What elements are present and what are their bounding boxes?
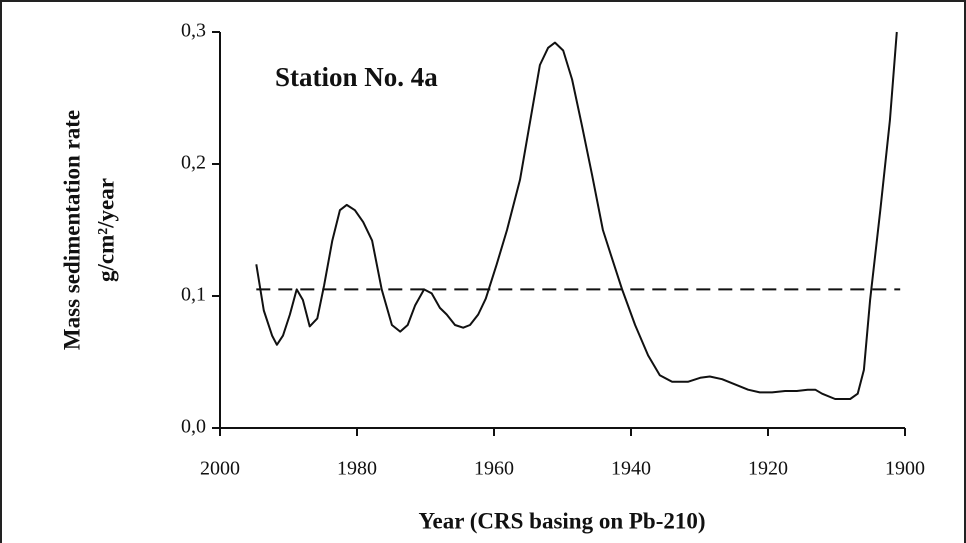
x-tick-label: 1900 xyxy=(885,458,925,480)
y-axis-label: g/cm²/year xyxy=(93,178,118,282)
x-tick-label: 1960 xyxy=(474,458,514,480)
y-tick-label: 0,2 xyxy=(181,152,206,174)
y-tick-label: 0,1 xyxy=(181,284,206,306)
x-tick-label: 1920 xyxy=(748,458,788,480)
data-line xyxy=(255,31,898,400)
chart-title: Station No. 4a xyxy=(275,62,438,92)
y-axis-label: Mass sedimentation rate xyxy=(59,110,84,350)
x-tick-label: 1980 xyxy=(337,458,377,480)
y-tick-label: 0,0 xyxy=(181,416,206,438)
x-axis-label: Year (CRS basing on Pb-210) xyxy=(418,508,705,533)
x-tick-label: 1940 xyxy=(611,458,651,480)
x-tick-label: 2000 xyxy=(200,458,240,480)
y-tick-label: 0,3 xyxy=(181,20,206,42)
